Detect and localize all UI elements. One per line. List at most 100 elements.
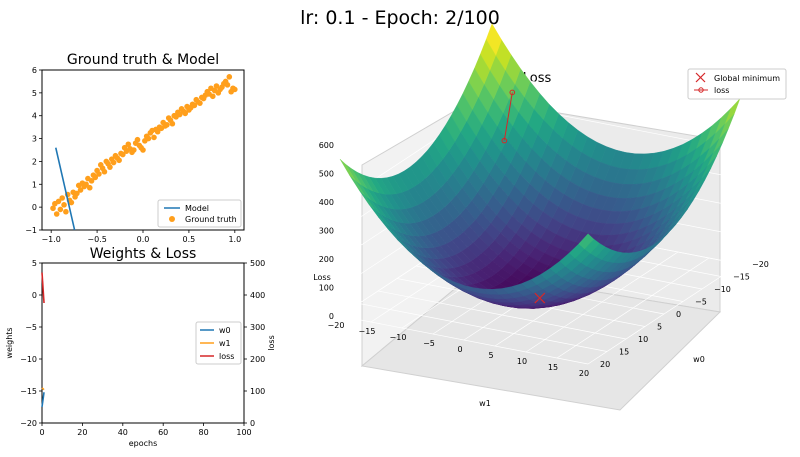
loss-path-point	[509, 89, 516, 96]
loss-surface-panel: Loss −20−15−10−505101520−20−15−10−505101…	[313, 23, 787, 411]
x-tick-label: 80	[199, 428, 209, 437]
ground-truth-point	[169, 120, 176, 127]
y-tick-label: 4	[32, 112, 37, 121]
ground-truth-model-ticks: −1.0 −0.5 0.0 0.5 1.0 −1 0 1 2 3 4 5 6	[25, 66, 241, 244]
ground-truth-point	[77, 187, 84, 193]
y-tick-label: 0	[32, 291, 37, 300]
z-tick-label: 400	[319, 198, 334, 207]
legend-label-model: Model	[185, 204, 209, 213]
z-tick-label: 200	[319, 255, 334, 264]
w1-tick-label: 5	[488, 351, 493, 360]
legend-label-loss-path: loss	[714, 86, 729, 95]
surface-facet	[339, 158, 356, 181]
legend-label-global-minimum: Global minimum	[714, 74, 780, 83]
w0-tick-label: −10	[714, 285, 731, 294]
w0-tick-label: 5	[657, 323, 662, 332]
weights-loss-data	[41, 272, 45, 408]
series-line-w1	[41, 387, 45, 391]
ground-truth-point	[96, 171, 102, 177]
ground-truth-point	[120, 151, 126, 158]
series-line-loss	[41, 272, 45, 304]
floor-pane	[360, 271, 722, 411]
y-tick-label: −10	[20, 355, 37, 364]
ground-truth-point	[145, 135, 152, 142]
series-line-w0	[41, 392, 45, 408]
y-right-tick-label: 400	[250, 291, 265, 300]
w0-tick-label: 15	[619, 348, 629, 357]
z-tick-label: 100	[319, 284, 334, 293]
y-tick-label: −15	[20, 387, 37, 396]
model-line	[54, 147, 76, 231]
w1-tick-label: 15	[548, 363, 558, 372]
ground-truth-point	[55, 198, 62, 205]
loss-surface-ticks: −20−15−10−505101520−20−15−10−50510152001…	[319, 141, 769, 378]
loss-path-point	[501, 137, 508, 144]
w0-tick-label: −20	[752, 260, 769, 269]
ground-truth-point	[83, 181, 89, 188]
ground-truth-point	[57, 206, 64, 213]
ground-truth-point	[116, 157, 122, 164]
ground-truth-point	[213, 83, 220, 89]
ground-truth-point	[63, 208, 69, 215]
ground-truth-model-title: Ground truth & Model	[67, 52, 219, 68]
y-right-tick-label: 300	[250, 323, 265, 332]
y-tick-label: −1	[25, 226, 37, 235]
legend-swatch-global-minimum	[695, 72, 706, 83]
y-tick-label: 3	[32, 135, 37, 144]
w0-tick-label: −15	[733, 273, 750, 282]
w1-tick-label: −5	[423, 339, 435, 348]
y-tick-label: 2	[32, 157, 37, 166]
y-right-tick-label: 100	[250, 387, 265, 396]
legend-label-loss: loss	[219, 352, 234, 361]
weights-loss-legend: w0 w1 loss	[195, 321, 242, 365]
loss-surface-marks	[501, 89, 546, 304]
ground-truth-model-data	[50, 74, 238, 231]
legend-label-w1: w1	[219, 339, 231, 348]
loss-surface-legend: Global minimum loss	[687, 68, 787, 100]
x-tick-label: 0.5	[183, 235, 196, 244]
ground-truth-point	[232, 86, 238, 93]
z-tick-label: 0	[329, 312, 334, 321]
ground-truth-point	[140, 147, 146, 153]
x-tick-label: 1.0	[228, 235, 241, 244]
ground-truth-point	[154, 128, 161, 135]
y-right-tick-label: 500	[250, 259, 265, 268]
weights-loss-ticks: 0 20 40 60 80 100−20−15−10−505010020030040050…	[20, 259, 265, 437]
x-tick-label: 0.0	[137, 235, 150, 244]
ground-truth-model-legend: Model Ground truth	[157, 199, 242, 228]
ground-truth-point	[110, 159, 117, 166]
surface-facet	[724, 98, 741, 125]
w1-tick-label: 0	[457, 345, 462, 354]
y-tick-label: 5	[32, 259, 37, 268]
floor-gridline	[556, 257, 710, 359]
ground-truth-point	[191, 102, 198, 109]
y-tick-label: 5	[32, 89, 37, 98]
x-tick-label: 20	[77, 428, 87, 437]
x-tick-label: 0	[39, 428, 44, 437]
ground-truth-point	[134, 136, 141, 143]
global-minimum-marker	[534, 292, 546, 304]
ground-truth-point	[92, 174, 99, 181]
floor-gridline	[525, 251, 679, 353]
ground-truth-point	[74, 190, 80, 197]
legend-box	[195, 321, 242, 365]
w1-tick-label: −20	[328, 321, 345, 330]
floor-gridline	[587, 263, 741, 365]
legend-label-w0: w0	[219, 326, 231, 335]
y-tick-label: −20	[20, 419, 37, 428]
weights-loss-title: Weights & Loss	[90, 246, 197, 262]
w1-tick-label: 20	[579, 369, 589, 378]
loss-surface-mesh	[339, 23, 741, 309]
y-right-tick-label: 0	[250, 419, 255, 428]
ground-truth-point	[176, 111, 183, 118]
ground-truth-point	[59, 195, 65, 201]
w1-tick-label: 10	[517, 357, 527, 366]
ground-truth-point	[224, 82, 231, 88]
y-tick-label: 6	[32, 66, 37, 75]
w0-tick-label: 10	[638, 335, 648, 344]
ground-truth-point	[101, 168, 108, 175]
y-tick-label: −5	[25, 323, 37, 332]
x-tick-label: 100	[236, 428, 251, 437]
z-tick-label: 500	[319, 170, 334, 179]
